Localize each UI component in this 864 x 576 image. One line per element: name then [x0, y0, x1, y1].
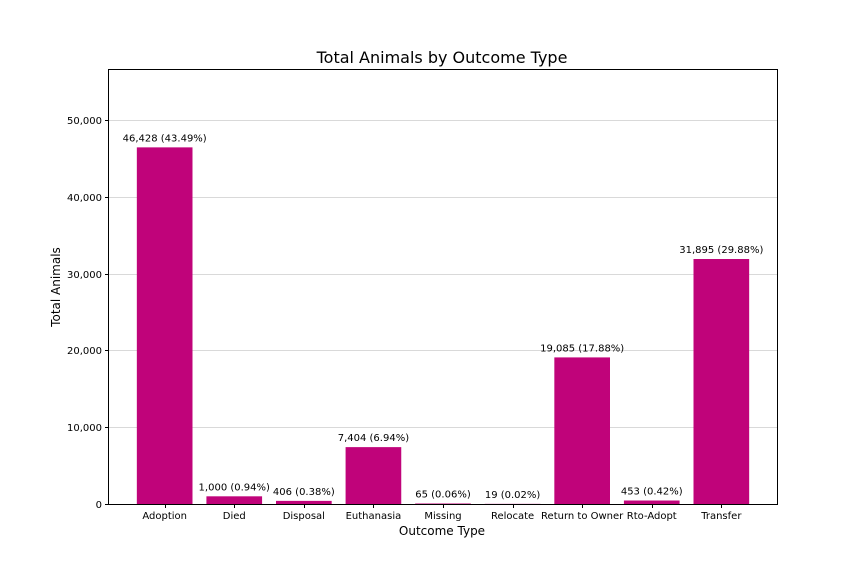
bar	[276, 500, 332, 504]
bar-data-label: 19,085 (17.88%)	[540, 343, 624, 354]
bar-data-label: 65 (0.06%)	[415, 490, 471, 501]
chart-title: Total Animals by Outcome Type	[316, 48, 568, 67]
bar-data-label: 46,428 (43.49%)	[123, 133, 207, 144]
gridlines	[109, 120, 777, 428]
x-tick-label: Adoption	[142, 511, 187, 522]
bar	[623, 500, 680, 504]
bars	[136, 147, 750, 505]
x-tick-label: Relocate	[491, 511, 534, 522]
plot-frame	[108, 69, 778, 505]
bar-data-label: 1,000 (0.94%)	[199, 482, 270, 493]
data-labels: 46,428 (43.49%) 1,000 (0.94%) 406 (0.38%) 7…	[123, 133, 764, 500]
x-tick-label: Euthanasia	[346, 511, 402, 522]
y-axis-title: Total Animals	[49, 247, 63, 328]
y-tick-label: 0	[96, 500, 102, 511]
bar-data-label: 31,895 (29.88%)	[679, 245, 763, 256]
bar	[693, 259, 750, 504]
bar	[136, 147, 193, 504]
y-tick-label: 50,000	[67, 116, 102, 127]
bar-data-label: 7,404 (6.94%)	[338, 433, 409, 444]
x-axis-ticks: Adoption Died Disposal Euthanasia Missing Rel…	[142, 504, 742, 522]
bar	[554, 357, 610, 504]
y-tick-label: 30,000	[67, 270, 102, 281]
bar	[415, 503, 471, 505]
bar	[345, 447, 402, 504]
bar-data-label: 406 (0.38%)	[273, 487, 335, 498]
x-tick-label: Transfer	[700, 511, 742, 522]
y-tick-label: 10,000	[67, 423, 102, 434]
x-tick-label: Disposal	[283, 511, 325, 522]
y-tick-label: 20,000	[67, 346, 102, 357]
bar-data-label: 19 (0.02%)	[485, 490, 541, 501]
x-tick-label: Missing	[424, 511, 461, 522]
y-axis-ticks: 0 10,000 20,000 30,000 40,000 50,000	[67, 116, 109, 511]
x-tick-label: Return to Owner	[541, 511, 624, 522]
x-tick-label: Died	[223, 511, 246, 522]
x-axis-title: Outcome Type	[399, 524, 485, 538]
bar-data-label: 453 (0.42%)	[621, 487, 683, 498]
x-tick-label: Rto-Adopt	[627, 511, 677, 522]
bar	[206, 496, 263, 504]
y-tick-label: 40,000	[67, 193, 102, 204]
